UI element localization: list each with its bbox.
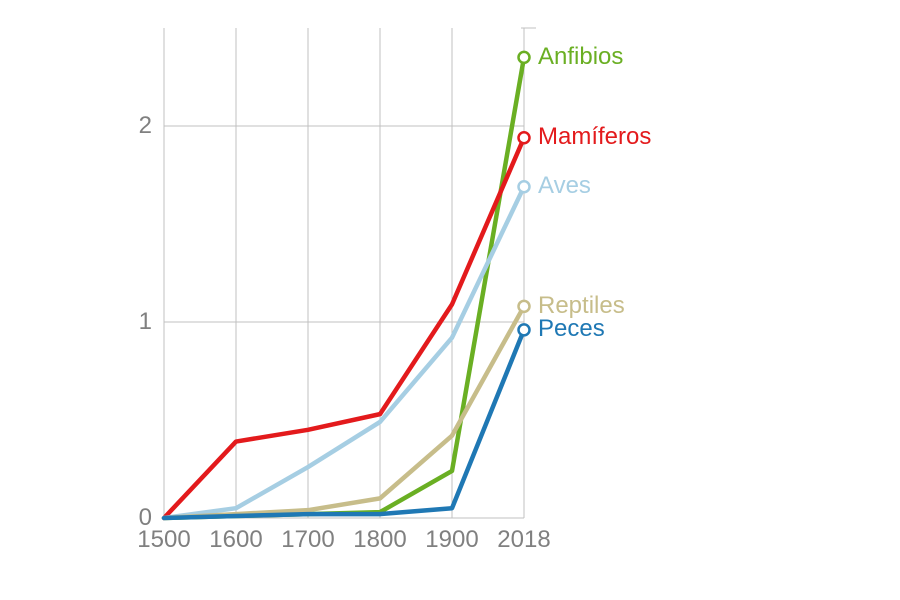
series-label-peces: Peces	[538, 315, 605, 343]
y-tick-label: 1	[139, 308, 152, 336]
series-label-anfibios: Anfibios	[538, 43, 623, 71]
x-tick-label: 1900	[422, 526, 482, 554]
series-label-aves: Aves	[538, 172, 591, 200]
x-tick-label: 1700	[278, 526, 338, 554]
x-tick-label: 2018	[494, 526, 554, 554]
series-label-mamíferos: Mamíferos	[538, 123, 651, 151]
x-tick-label: 1800	[350, 526, 410, 554]
extinction-chart: AnfibiosMamíferosAvesReptilesPeces012150…	[0, 0, 900, 600]
y-tick-label: 2	[139, 112, 152, 140]
x-tick-label: 1600	[206, 526, 266, 554]
x-tick-label: 1500	[134, 526, 194, 554]
chart-svg	[0, 0, 900, 600]
